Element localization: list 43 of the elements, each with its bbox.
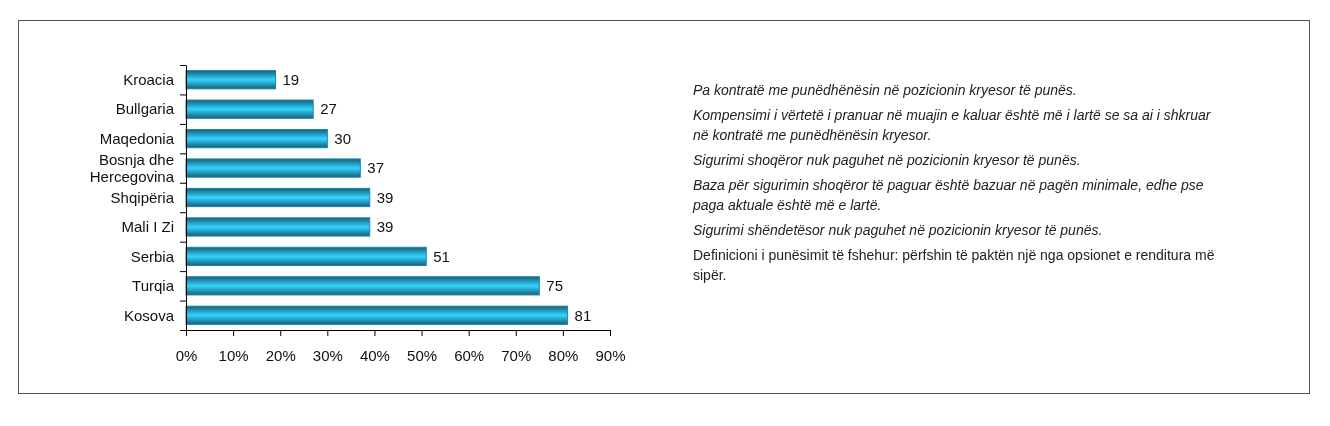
x-tick-label: 30% [312, 346, 343, 364]
text: Pa kontratë me punëdhënësin në pozicionin kryesor të punës. [693, 81, 1078, 100]
y-tick-label: Kroacia [123, 70, 175, 88]
data-label: 51 [433, 247, 450, 265]
x-tick-label: 70% [501, 346, 532, 364]
x-tick-label: 10% [218, 346, 249, 364]
bar [185, 99, 314, 119]
bar [185, 187, 371, 208]
y-tick-label: Kosova [123, 306, 175, 324]
x-tick-label: 80% [548, 346, 579, 364]
data-label: 30 [334, 129, 352, 147]
y-tick-label: Bosnja dhe Hercegovina [89, 150, 175, 185]
bar [185, 128, 328, 149]
bar [185, 246, 427, 267]
bar [185, 158, 361, 178]
y-tick-label: Turqia [132, 277, 175, 295]
data-label: 39 [376, 218, 394, 236]
y-tick-label: Serbia [130, 247, 175, 265]
x-tick-label: 20% [265, 346, 296, 364]
x-tick-label: 0% [175, 346, 198, 364]
bar [185, 70, 277, 90]
x-tick-label: 60% [454, 346, 485, 364]
bar [185, 305, 569, 325]
x-tick-label: 90% [595, 346, 626, 364]
text: Sigurimi shëndetësor nuk paguhet në pozicionin kryesor të punës. [693, 221, 1104, 240]
x-tick-label: 40% [359, 346, 390, 364]
text: Definicioni i punësimit të fshehur: përfshin të paktën një nga opsionet e renditura më sipër. [693, 246, 1216, 285]
data-label: 27 [320, 100, 337, 118]
x-tick-label: 50% [407, 346, 438, 364]
data-label: 37 [367, 159, 384, 177]
bar [185, 276, 540, 296]
data-label: 39 [376, 188, 394, 206]
y-tick-label: Maqedonia [99, 129, 175, 147]
y-tick-label: Bullgaria [115, 100, 175, 118]
y-tick-label: Shqipëria [110, 188, 175, 206]
data-label: 75 [546, 277, 564, 295]
text: Sigurimi shoqëror nuk paguhet në pozicionin kryesor të punës. [693, 151, 1082, 170]
text: Kompensimi i vërtetë i pranuar në muajin e kaluar është më i lartë se sa ai i shkruar në kontratë me punëdhënësin kryesor. [693, 106, 1212, 145]
bar [185, 217, 371, 237]
data-label: 81 [574, 306, 592, 324]
y-tick-label: Mali I Zi [121, 218, 174, 236]
text: Baza për sigurimin shoqëror të paguar është bazuar në pagën minimale, edhe pse paga aktuale është më e lartë. [693, 176, 1205, 215]
data-label: 19 [282, 70, 300, 88]
